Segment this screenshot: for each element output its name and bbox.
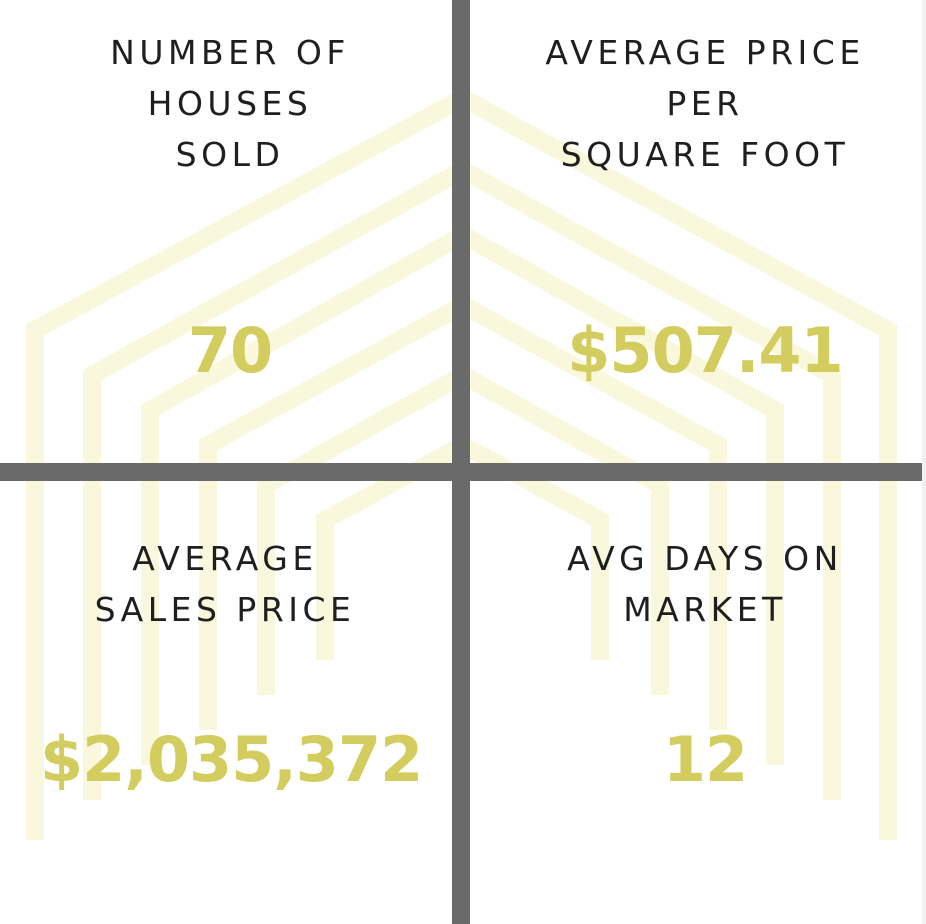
avg-sales-price-label: AVERAGE SALES PRICE — [94, 539, 356, 629]
price-per-sqft-value: $507.41 — [567, 314, 843, 387]
vertical-divider — [452, 0, 470, 924]
houses-sold-value: 70 — [187, 314, 273, 387]
avg-sales-price-value: $2,035,372 — [40, 723, 423, 796]
avg-days-on-market-stat: AVG DAYS ON MARKET 12 — [500, 533, 910, 893]
price-per-sqft-stat: AVERAGE PRICE PER SQUARE FOOT $507.41 — [500, 27, 910, 447]
horizontal-divider — [0, 463, 922, 481]
avg-days-on-market-value: 12 — [662, 723, 748, 796]
houses-sold-label: NUMBER OF HOUSES SOLD — [110, 33, 350, 174]
avg-sales-price-stat: AVERAGE SALES PRICE $2,035,372 — [40, 533, 423, 893]
price-per-sqft-label: AVERAGE PRICE PER SQUARE FOOT — [545, 33, 865, 174]
houses-sold-stat: NUMBER OF HOUSES SOLD 70 — [60, 27, 400, 447]
right-edge-border — [922, 0, 926, 924]
avg-days-on-market-label: AVG DAYS ON MARKET — [567, 539, 843, 629]
